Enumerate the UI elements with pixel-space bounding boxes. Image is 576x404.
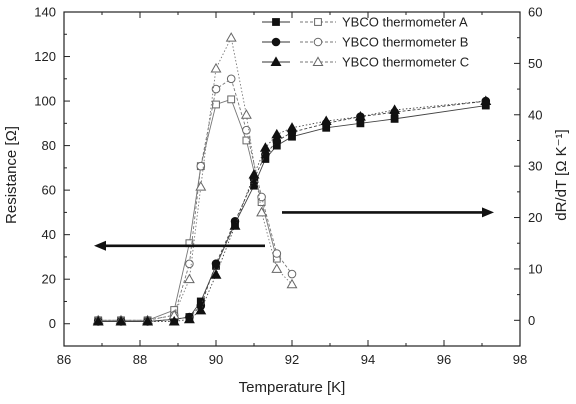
derivative-point [210,62,222,73]
y-left-tick-label: 120 [34,49,56,64]
legend-item: YBCO thermometer B [262,35,468,50]
resistance-point [356,119,365,128]
legend-label: YBCO thermometer B [342,35,468,50]
resistance-point [389,104,401,114]
resistance-point [210,269,222,279]
resistance-point [115,315,127,326]
resistance-point [183,313,195,324]
derivative-point [272,249,282,258]
derivative-point [257,192,266,202]
y-axis-right-label: dR/dT [Ω K⁻¹] [553,129,570,220]
resistance-point [195,304,207,315]
legend-marker-open [313,37,323,47]
derivative-point [240,109,252,119]
resistance-point [271,128,283,139]
resistance-point [142,315,154,326]
y-left-tick-label: 80 [42,138,56,153]
x-tick-label: 92 [285,352,299,367]
y-left-tick-label: 40 [42,227,56,242]
y-right-tick-label: 30 [528,159,542,174]
derivative-point [226,74,236,84]
y-right-tick-label: 0 [528,313,535,328]
x-tick-label: 94 [361,352,375,367]
resistance-point [248,168,260,179]
derivative-line [98,36,293,321]
derivative-point [195,181,207,191]
legend-item: YBCO thermometer C [262,55,469,70]
resistance-line [98,100,486,322]
derivative-point [242,125,251,135]
y-right-tick-label: 60 [528,5,542,20]
legend-marker-open [314,18,322,26]
resistance-point [229,220,241,230]
derivative-point [212,100,220,109]
x-tick-label: 88 [133,352,147,367]
derivative-point [185,259,194,269]
right-arrow-head [482,207,494,218]
y-left-tick-label: 140 [34,5,56,20]
derivative-point [286,278,298,289]
derivative-line [98,78,293,321]
x-tick-label: 98 [513,352,527,367]
y-left-tick-label: 20 [42,272,56,287]
derivative-point [271,263,283,273]
x-tick-label: 86 [57,352,71,367]
resistance-point [211,259,221,268]
resistance-point [259,142,271,152]
legend-marker-filled [270,56,282,66]
x-axis-label: Temperature [K] [239,379,346,396]
derivative-point [227,95,236,104]
y-right-tick-label: 10 [528,261,542,276]
derivative-point [242,136,251,145]
legend-marker-open [312,56,324,66]
annotations [94,207,494,251]
resistance-point [320,115,332,126]
axes: 86 88 90 92 94 96 98 0 20 40 60 80 100 120 140 0 10 20 30 4… [34,5,542,368]
resistance-point [390,114,399,123]
y-left-tick-label: 60 [42,183,56,198]
y-axis-left-label: Resistance [Ω] [3,126,20,224]
resistance-point [92,315,104,326]
resistance-point [480,95,492,106]
series-triangle [92,32,492,326]
legend-label: YBCO thermometer A [342,15,468,30]
resistance-point [272,136,282,146]
derivative-point [196,161,206,171]
resistance-point [354,111,366,121]
legend-item: YBCO thermometer A [262,15,468,30]
derivative-point [211,84,221,94]
legend-marker-filled [271,37,281,47]
legend-marker-filled [272,18,280,26]
y-left-tick-label: 0 [49,316,56,331]
legend: YBCO thermometer A YBCO thermometer B YBCO… [262,15,469,70]
y-right-tick-label: 20 [528,210,542,225]
derivative-point [287,269,297,279]
series-layer [92,32,492,326]
resistance-point [286,122,298,132]
x-tick-label: 96 [437,352,451,367]
resistance-point [168,315,180,326]
y-right-tick-label: 50 [528,56,542,71]
left-arrow-head [94,240,106,251]
legend-label: YBCO thermometer C [342,55,469,70]
y-left-tick-label: 100 [34,94,56,109]
x-tick-label: 90 [209,352,223,367]
derivative-point [225,32,237,42]
y-right-tick-label: 40 [528,107,542,122]
derivative-point [256,206,268,217]
derivative-point [183,273,195,284]
